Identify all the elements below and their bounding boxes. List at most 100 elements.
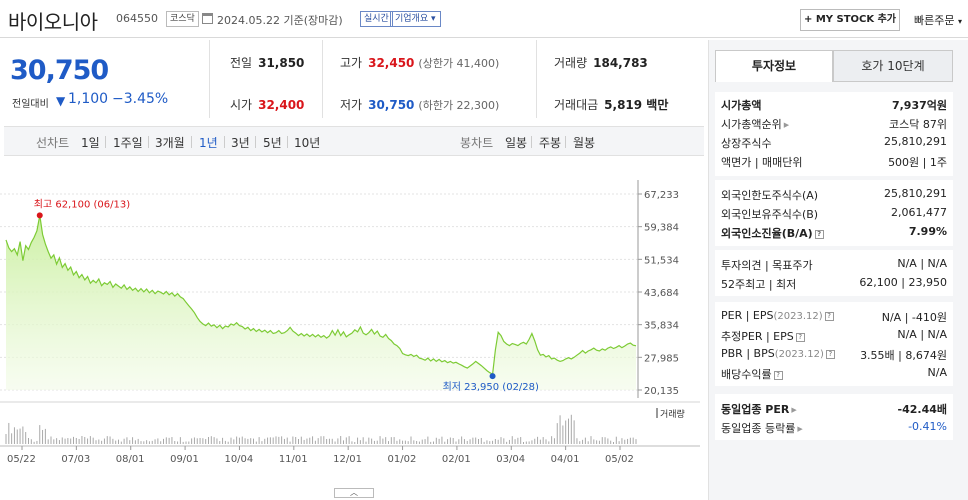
help-icon[interactable]: ?: [795, 333, 805, 342]
price-line: [5, 215, 637, 376]
market-badge: 코스닥: [166, 11, 199, 27]
stat-label: 거래대금: [554, 98, 599, 112]
info-group-market-cap: 시가총액 7,937억원 시가총액순위 ▶ 코스닥 87위 상장주식수 25,810,2…: [715, 92, 953, 176]
tab-divider: [565, 136, 566, 148]
foreign-rate-label: 외국인소진율(B/A): [721, 227, 813, 240]
tab-divider: [287, 136, 288, 148]
info-row-par: 액면가 | 매매단위 500원 | 1주: [715, 151, 953, 170]
investment-info-panel: 투자정보 호가 10단계 시가총액 7,937억원 시가총액순위 ▶ 코스닥 87위 …: [708, 40, 968, 500]
help-icon[interactable]: ?: [824, 312, 834, 321]
quick-order-button[interactable]: 빠른주문 ▾: [914, 12, 962, 28]
x-tick-label: 10/04: [224, 454, 253, 465]
y-tick-label: 43,684: [644, 288, 679, 299]
info-label: 동일업종 등락률 ▶: [721, 420, 803, 436]
price-summary: 30,750 전일대비 ▼ 1,100 −3.45%: [4, 40, 210, 118]
help-icon[interactable]: ?: [773, 371, 783, 380]
stat-label: 거래량: [554, 56, 588, 70]
per-label: PER | EPS: [721, 309, 774, 322]
chart-collapse-button[interactable]: ︿: [334, 488, 374, 498]
info-row-52week: 52주최고 | 최저 62,100 | 23,950: [715, 273, 953, 292]
x-tick-label: 04/01: [551, 454, 580, 465]
stat-volume: 거래량 184,783: [554, 54, 648, 71]
info-row-industry-rate[interactable]: 동일업종 등락률 ▶ -0.41%: [715, 417, 953, 436]
tab-period-1w[interactable]: 1주일: [113, 136, 143, 150]
pbr-period: (2023.12): [774, 349, 824, 360]
tab-candle-monthly[interactable]: 월봉: [573, 136, 596, 150]
x-tick-label: 01/02: [388, 454, 417, 465]
quick-order-label: 빠른주문: [914, 14, 955, 27]
info-row-cap-rank[interactable]: 시가총액순위 ▶ 코스닥 87위: [715, 113, 953, 132]
y-tick-label: 67,233: [644, 190, 679, 201]
x-tick-label: 09/01: [170, 454, 199, 465]
stat-value: 32,400: [258, 98, 305, 112]
change-percent: −3.45%: [112, 91, 169, 107]
change-label: 전일대비: [12, 99, 49, 110]
stat-value: 32,450: [368, 56, 415, 70]
info-value: -42.44배: [897, 403, 947, 416]
info-row-dividend: 배당수익률? N/A: [715, 363, 953, 382]
industry-per-label: 동일업종 PER: [721, 403, 790, 416]
tab-period-5y[interactable]: 5년: [263, 136, 282, 150]
info-group-foreign: 외국인한도주식수(A) 25,810,291 외국인보유주식수(B) 2,061,4…: [715, 180, 953, 246]
info-value: 코스닥 87위: [889, 118, 947, 131]
tab-divider: [105, 136, 106, 148]
date-text: 2024.05.22 기준(장마감): [217, 14, 343, 27]
stat-prev-close: 전일 31,850: [230, 54, 304, 71]
info-row-industry-per[interactable]: 동일업종 PER ▶ -42.44배: [715, 398, 953, 417]
stat-amount: 거래대금 5,819 백만: [554, 96, 668, 113]
price-chart[interactable]: 67,233 59,384 51,534 43,684 35,834 27,985 20,1…: [0, 160, 700, 470]
y-tick-label: 27,985: [644, 353, 679, 364]
pbr-label: PBR | BPS: [721, 347, 775, 360]
tab-period-3m[interactable]: 3개월: [155, 136, 185, 150]
tab-period-10y[interactable]: 10년: [294, 136, 321, 150]
tab-period-3y[interactable]: 3년: [231, 136, 250, 150]
x-axis-ticks: 05/22 07/03 08/01 09/01 10/04 11/01 12/01 01/02…: [7, 446, 634, 465]
stats-divider: [536, 40, 537, 118]
info-label: 외국인보유주식수(B): [721, 208, 819, 221]
x-tick-label: 12/01: [333, 454, 362, 465]
volume-chart: 거래량: [0, 401, 700, 447]
tab-candle-weekly[interactable]: 주봉: [539, 136, 562, 150]
tab-investment-info[interactable]: 투자정보: [715, 50, 833, 82]
stats-divider: [322, 40, 323, 118]
tab-order-book-10[interactable]: 호가 10단계: [833, 50, 953, 82]
y-tick-label: 35,834: [644, 321, 679, 332]
price-area: [6, 215, 636, 390]
help-icon[interactable]: ?: [825, 350, 835, 359]
tab-period-1d[interactable]: 1일: [81, 136, 100, 150]
chevron-down-icon: ▾: [431, 14, 436, 24]
tab-line-chart[interactable]: 선차트: [36, 136, 70, 150]
info-value: 7.99%: [908, 225, 947, 238]
tab-candle-chart[interactable]: 봉차트: [460, 136, 494, 150]
info-label: PBR | BPS(2023.12)?: [721, 347, 835, 360]
stat-high: 고가 32,450 (상한가 41,400): [340, 54, 499, 71]
change-value: 1,100: [68, 91, 109, 107]
info-value: N/A | N/A: [897, 257, 947, 270]
industry-rate-label: 동일업종 등락률: [721, 422, 796, 435]
my-stock-add-button[interactable]: + MY STOCK 추가: [800, 9, 900, 31]
tab-candle-daily[interactable]: 일봉: [505, 136, 528, 150]
info-row-per: PER | EPS(2023.12)? N/A | -410원: [715, 306, 953, 325]
info-value: 2,061,477: [891, 206, 947, 219]
stat-value: 30,750: [368, 98, 415, 112]
company-overview-button[interactable]: 기업개요 ▾: [390, 11, 441, 27]
info-row-foreign-limit: 외국인한도주식수(A) 25,810,291: [715, 184, 953, 203]
tab-period-1y[interactable]: 1년: [199, 136, 218, 150]
down-triangle-icon: ▼: [56, 94, 66, 108]
stat-label: 저가: [340, 98, 363, 112]
stock-code: 064550: [116, 12, 158, 25]
help-icon[interactable]: ?: [814, 230, 824, 239]
info-value: 7,937억원: [891, 99, 947, 112]
stat-value: 184,783: [593, 56, 648, 70]
info-row-est-per: 추정PER | EPS? N/A | N/A: [715, 325, 953, 344]
stat-open: 시가 32,400: [230, 96, 304, 113]
chevron-right-icon: ▶: [783, 121, 790, 129]
stat-value: 31,850: [258, 56, 305, 70]
info-label: 외국인한도주식수(A): [721, 189, 819, 202]
info-value: 500원 | 1주: [888, 156, 947, 169]
info-label: 동일업종 PER ▶: [721, 401, 797, 417]
x-tick-label: 02/01: [442, 454, 471, 465]
realtime-button[interactable]: 실시간: [360, 11, 393, 27]
x-tick-label: 08/01: [116, 454, 145, 465]
info-value: N/A | -410원: [881, 311, 947, 324]
